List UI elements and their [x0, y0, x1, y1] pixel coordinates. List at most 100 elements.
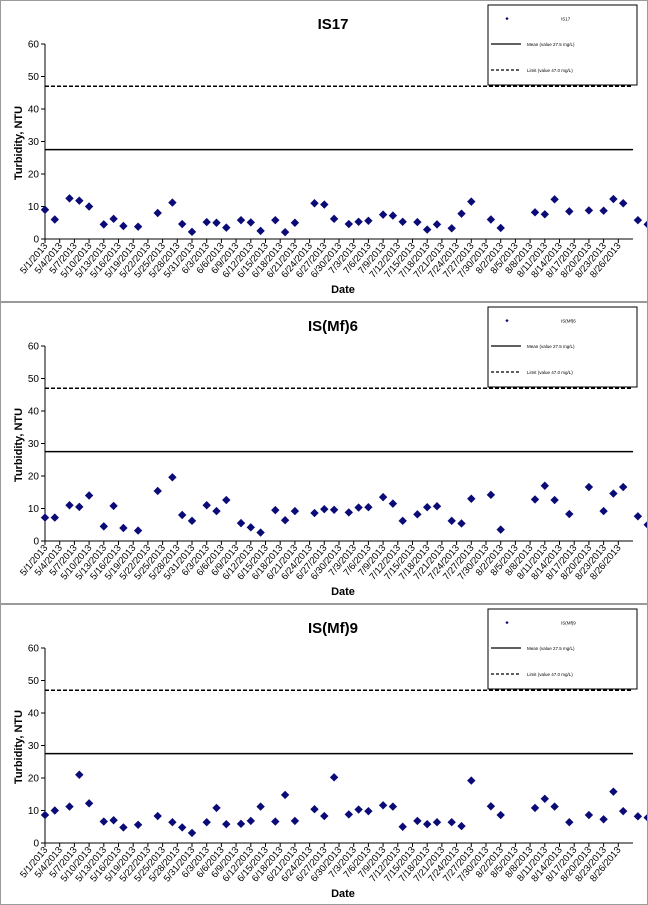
data-point	[320, 504, 329, 514]
data-point	[65, 194, 74, 203]
data-point	[310, 805, 319, 814]
y-tick-label: 20	[28, 774, 40, 785]
data-point	[271, 817, 280, 826]
data-point	[530, 495, 540, 504]
data-point	[413, 510, 422, 519]
data-point	[290, 218, 300, 227]
data-point	[609, 787, 618, 796]
data-point	[222, 223, 231, 232]
data-point	[153, 811, 162, 821]
data-point	[496, 223, 505, 233]
data-point	[457, 821, 466, 831]
data-point	[584, 206, 594, 215]
data-point	[246, 523, 255, 532]
data-point	[609, 489, 618, 498]
legend-label: Mean (value 27.5 mg/L)	[527, 42, 575, 47]
legend: IS(Mf)9 Mean (value 27.5 mg/L) Limit (valu…	[487, 608, 638, 690]
data-point	[565, 818, 574, 827]
data-point	[168, 818, 177, 827]
x-axis-label: Date	[331, 586, 355, 598]
data-point	[119, 823, 128, 832]
data-point	[236, 819, 246, 829]
data-point	[550, 495, 559, 505]
legend-label: IS(Mf)6	[561, 319, 576, 324]
data-point	[133, 222, 143, 231]
x-axis-label: Date	[331, 888, 355, 900]
legend-label: Limit (value 47.0 mg/L)	[527, 672, 573, 677]
y-tick-label: 40	[28, 709, 40, 720]
data-point	[40, 205, 50, 214]
data-point	[599, 506, 608, 516]
data-point	[280, 516, 290, 525]
data-point	[222, 819, 231, 829]
data-point	[99, 817, 108, 826]
data-point	[496, 810, 505, 820]
y-tick-label: 30	[28, 137, 40, 148]
data-point	[256, 528, 265, 537]
y-tick-label: 50	[28, 676, 40, 687]
data-point	[178, 823, 187, 832]
data-point	[540, 794, 549, 803]
x-axis-label: Date	[331, 284, 355, 296]
data-point	[236, 518, 246, 528]
legend: IS17 Mean (value 27.5 mg/L) Limit (value 4…	[487, 4, 638, 86]
data-point	[290, 816, 300, 826]
data-point	[413, 217, 422, 227]
legend-box	[487, 4, 638, 86]
data-point	[364, 216, 373, 225]
data-point	[178, 510, 187, 520]
data-point	[364, 503, 373, 512]
data-point	[153, 486, 162, 496]
data-point	[467, 197, 476, 206]
chart-title: IS17	[318, 16, 349, 33]
data-point	[540, 481, 549, 490]
data-point	[457, 519, 466, 528]
data-point	[486, 490, 496, 500]
data-point	[271, 215, 280, 225]
data-point	[486, 215, 496, 224]
data-point	[50, 215, 59, 224]
data-point	[329, 505, 339, 514]
data-point	[320, 200, 329, 209]
y-tick-label: 10	[28, 504, 40, 515]
data-point	[413, 816, 422, 826]
data-point	[99, 220, 108, 229]
data-point	[447, 224, 456, 233]
y-tick-label: 10	[28, 202, 40, 213]
data-point	[447, 516, 456, 526]
data-point	[75, 502, 84, 512]
y-tick-label: 20	[28, 170, 40, 181]
data-point	[310, 199, 319, 208]
y-tick-label: 20	[28, 472, 40, 483]
data-point	[643, 220, 647, 228]
y-tick-label: 0	[33, 839, 39, 850]
legend-box	[487, 306, 638, 388]
y-tick-label: 50	[28, 374, 40, 385]
data-point	[398, 822, 407, 831]
y-tick-label: 0	[33, 235, 39, 246]
y-tick-label: 60	[28, 40, 40, 51]
data-point	[467, 494, 476, 503]
data-point	[344, 219, 353, 229]
data-point	[540, 210, 549, 219]
data-point	[496, 525, 505, 534]
data-point	[378, 492, 388, 502]
data-point	[530, 803, 540, 813]
data-point	[467, 776, 476, 785]
data-point	[50, 806, 59, 815]
y-tick-label: 40	[28, 105, 40, 116]
data-point	[187, 828, 197, 838]
data-point	[212, 803, 221, 813]
data-point	[256, 802, 265, 811]
data-point	[423, 503, 432, 512]
data-point	[354, 217, 363, 226]
data-point	[432, 502, 442, 511]
data-point	[75, 770, 84, 779]
y-axis-label: Turbidity, NTU	[13, 408, 25, 482]
legend-label: Mean (value 27.5 mg/L)	[527, 646, 575, 651]
data-point	[320, 811, 329, 821]
legend-label: Limit (value 47.0 mg/L)	[527, 68, 573, 73]
data-point	[643, 814, 647, 822]
